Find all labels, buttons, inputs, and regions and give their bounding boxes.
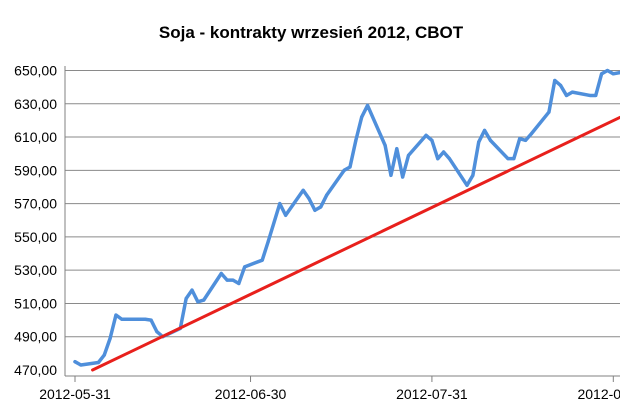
data-point — [243, 265, 247, 269]
data-point — [202, 298, 206, 302]
data-point — [120, 317, 124, 321]
data-point — [365, 103, 370, 108]
data-point — [600, 72, 604, 76]
data-point — [79, 363, 83, 367]
data-point — [354, 138, 358, 142]
data-point — [523, 138, 528, 142]
data-point — [605, 68, 610, 73]
data-point — [506, 157, 510, 161]
data-point — [477, 140, 481, 144]
y-tick-label: 470,00 — [14, 362, 57, 378]
data-point — [231, 278, 235, 282]
data-point — [482, 128, 487, 132]
price-series — [73, 68, 620, 367]
data-point — [430, 138, 434, 142]
x-tick-label: 2012-06-30 — [215, 386, 287, 402]
data-point — [348, 165, 352, 169]
y-tick-label: 570,00 — [14, 196, 57, 212]
data-point — [284, 213, 288, 217]
data-point — [594, 93, 598, 98]
data-point — [401, 175, 405, 179]
y-tick-label: 610,00 — [14, 129, 57, 145]
data-point — [395, 147, 399, 151]
data-point — [436, 157, 440, 161]
y-axis: 470,00 490,00 510,00 530,00 550,00 570,00 590,… — [14, 62, 57, 378]
y-tick-label: 490,00 — [14, 329, 57, 345]
data-point — [225, 278, 229, 282]
data-point — [219, 271, 223, 276]
trend-line — [91, 115, 620, 372]
data-point — [102, 353, 106, 357]
data-point — [278, 202, 282, 206]
data-point — [108, 336, 112, 340]
data-point — [325, 193, 329, 197]
data-point — [96, 360, 100, 365]
x-tick-label: 2012-05-31 — [39, 386, 111, 402]
data-point — [266, 240, 270, 244]
y-tick-label: 510,00 — [14, 295, 57, 311]
data-point — [360, 115, 364, 119]
data-point — [424, 133, 428, 137]
y-tick-label: 630,00 — [14, 96, 57, 112]
y-tick-label: 530,00 — [14, 262, 57, 278]
data-point — [301, 188, 305, 192]
data-point — [529, 132, 533, 136]
data-point — [570, 90, 574, 94]
data-point — [184, 296, 188, 301]
data-point — [611, 72, 615, 76]
data-point — [383, 143, 387, 147]
data-point — [564, 93, 569, 98]
data-point — [406, 153, 411, 157]
data-point — [114, 313, 118, 317]
data-point — [237, 281, 241, 286]
x-tick-label: 2012-07-31 — [396, 386, 468, 402]
data-point — [518, 137, 522, 141]
grid — [65, 69, 620, 338]
data-point — [342, 168, 346, 172]
data-point — [149, 318, 153, 322]
plot-area — [73, 68, 620, 372]
data-point — [588, 93, 592, 98]
x-axis: 2012-05-31 2012-06-30 2012-07-31 2012-08-31 — [39, 376, 620, 402]
data-point — [196, 300, 200, 304]
y-tick-label: 550,00 — [14, 229, 57, 245]
data-point — [442, 150, 446, 154]
data-point — [137, 317, 141, 321]
price-line — [73, 68, 620, 367]
data-point — [190, 288, 194, 292]
trend-line-series — [91, 115, 620, 372]
data-point — [488, 138, 493, 142]
chart-title: Soja - kontrakty wrzesień 2012, CBOT — [159, 23, 464, 42]
data-point — [155, 330, 159, 334]
y-tick-label: 650,00 — [14, 62, 57, 78]
x-tick-label: 2012-08-31 — [577, 386, 620, 402]
data-point — [553, 78, 557, 83]
data-point — [313, 208, 317, 212]
data-point — [319, 205, 323, 209]
data-point — [465, 183, 469, 187]
data-point — [73, 360, 77, 364]
data-point — [447, 157, 452, 161]
data-point — [547, 110, 551, 114]
data-point — [143, 317, 147, 321]
y-tick-label: 590,00 — [14, 162, 57, 178]
data-point — [389, 173, 393, 177]
data-point — [260, 258, 264, 262]
data-point — [559, 83, 563, 88]
data-point — [307, 197, 311, 201]
data-point — [471, 173, 475, 177]
data-point — [512, 157, 516, 161]
